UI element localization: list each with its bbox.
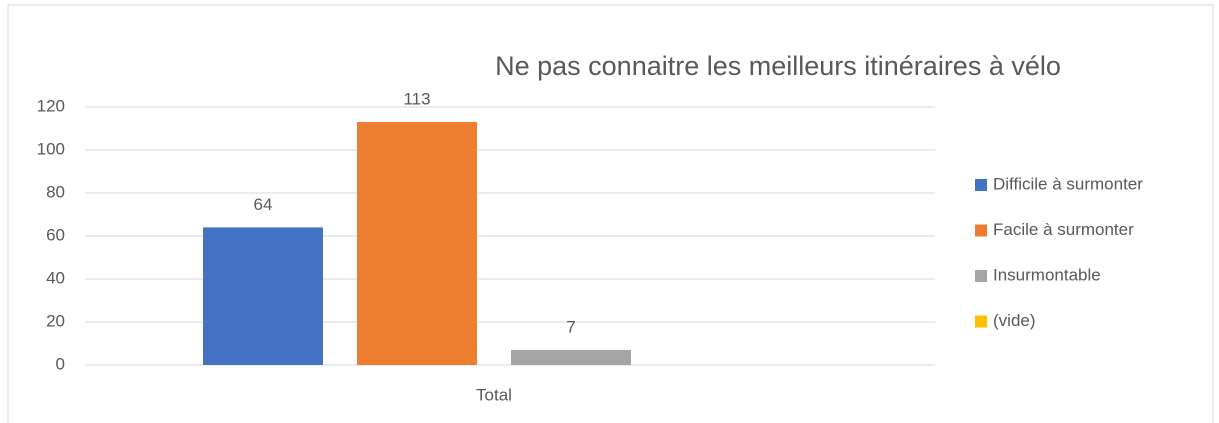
bar [203, 227, 323, 365]
legend-label: (vide) [993, 311, 1036, 330]
legend-label: Insurmontable [993, 265, 1101, 284]
y-tick-label: 20 [46, 311, 65, 330]
legend-label: Facile à surmonter [993, 220, 1134, 239]
bar [357, 122, 477, 365]
y-tick-label: 100 [37, 139, 65, 158]
data-label: 7 [566, 317, 575, 336]
legend-label: Difficile à surmonter [993, 174, 1143, 193]
legend-swatch [975, 270, 987, 282]
y-tick-label: 0 [56, 354, 65, 373]
chart-title: Ne pas connaitre les meilleurs itinérair… [495, 51, 1061, 81]
data-label: 64 [254, 195, 273, 214]
y-tick-label: 40 [46, 268, 65, 287]
y-tick-label: 60 [46, 225, 65, 244]
legend-swatch [975, 224, 987, 237]
legend-swatch [975, 315, 987, 328]
y-tick-label: 80 [46, 182, 65, 201]
data-label: 113 [403, 90, 430, 109]
legend-swatch [975, 179, 987, 191]
x-tick-label: Total [476, 385, 512, 404]
y-tick-label: 120 [37, 96, 65, 115]
bar [511, 349, 631, 365]
